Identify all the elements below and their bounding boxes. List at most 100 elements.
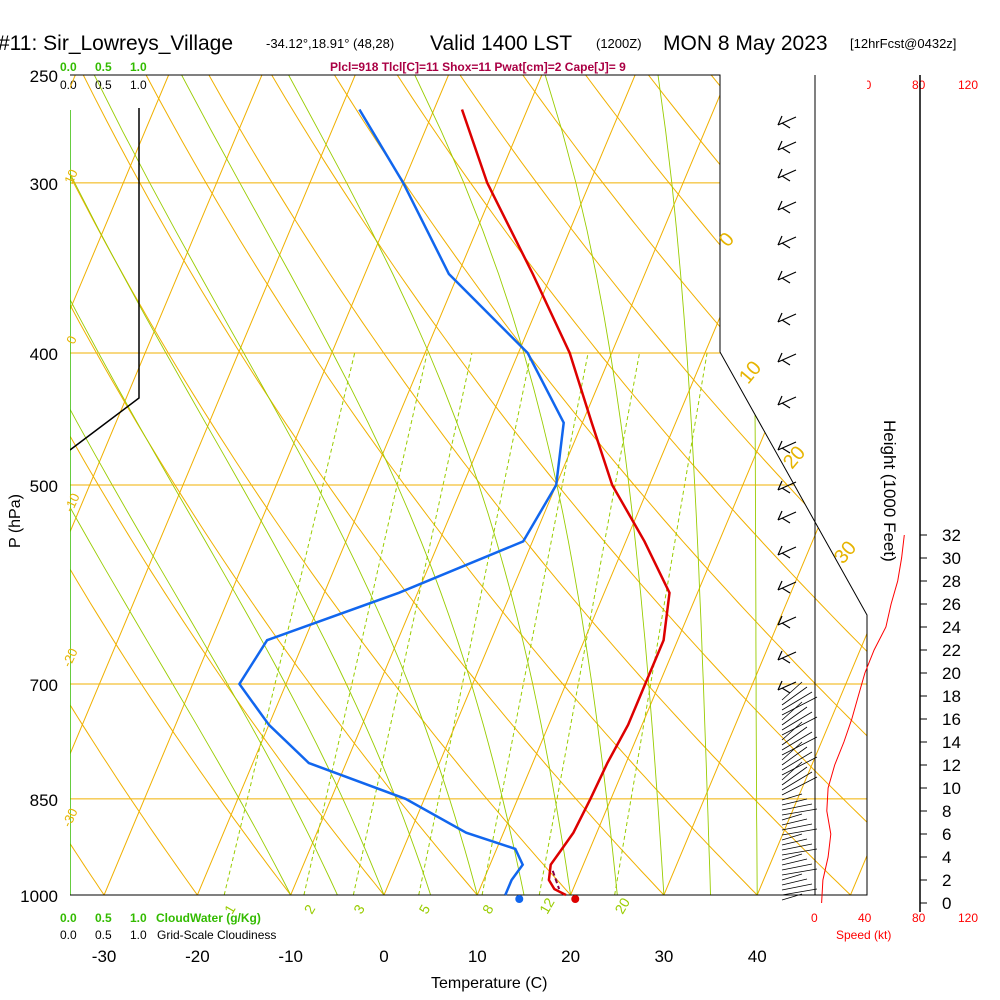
mixing-ratio-line xyxy=(418,352,532,895)
temperature-tick-label: 20 xyxy=(561,947,580,966)
height-tick-label: 20 xyxy=(942,664,961,683)
wind-barb-upper xyxy=(777,651,797,661)
wind-barb-lower xyxy=(781,726,808,746)
wind-barb-upper xyxy=(781,552,791,559)
height-tick-label: 6 xyxy=(942,825,951,844)
wind-barb-upper xyxy=(781,687,791,694)
cl-label: Grid-Scale Cloudiness xyxy=(157,928,276,942)
wind-barb-upper xyxy=(777,352,783,363)
temperature-tick-label: 30 xyxy=(654,947,673,966)
wind-barb-upper xyxy=(781,242,791,249)
mixing-ratio-label: 20 xyxy=(611,895,633,917)
wind-barb-upper xyxy=(781,587,791,594)
wind-speed-profile xyxy=(821,534,905,904)
station-title: #11: Sir_Lowreys_Village xyxy=(0,32,233,55)
cw-top-0: 0.0 xyxy=(60,60,77,74)
mixing-ratio-line xyxy=(303,352,428,895)
wind-barb-upper xyxy=(781,657,791,664)
wind-barb-lower xyxy=(781,776,818,796)
wind-barb-upper xyxy=(781,175,791,182)
cw-bot-0: 0.0 xyxy=(60,911,77,925)
wind-barb-lower xyxy=(781,848,818,856)
wind-barb-lower xyxy=(781,868,818,876)
wind-barb-upper xyxy=(781,147,791,154)
wind-barb-upper xyxy=(777,168,783,179)
dry-adiabat xyxy=(82,75,665,895)
dry-adiabat xyxy=(271,75,867,823)
wind-barb-lower xyxy=(781,843,813,851)
isotherm xyxy=(70,75,170,312)
wind-barb-upper xyxy=(777,650,783,661)
cw-bot-1: 0.5 xyxy=(95,911,112,925)
wind-barb-upper xyxy=(777,312,783,323)
wind-barb-upper xyxy=(777,616,797,626)
wind-barb-upper xyxy=(781,319,791,326)
wind-barb-lower xyxy=(781,771,813,791)
dry-adiabat xyxy=(334,75,867,737)
y-axis-label: P (hPa) xyxy=(7,494,24,548)
speed-label: Speed (kt) xyxy=(836,928,891,942)
wind-barb-upper xyxy=(777,141,797,151)
dry-adiabat xyxy=(70,303,478,895)
height-tick-label: 2 xyxy=(942,871,951,890)
pressure-tick-label: 300 xyxy=(30,175,58,194)
background-lines xyxy=(0,75,867,895)
moist-adiabat xyxy=(288,75,572,895)
cw-label: CloudWater (g/Kg) xyxy=(156,911,261,925)
wind-barb-upper xyxy=(777,481,797,491)
wind-barb-upper xyxy=(777,271,797,281)
wind-barb-upper xyxy=(777,116,797,126)
wind-barb-upper xyxy=(777,681,797,691)
temperature-tick-label: -20 xyxy=(185,947,210,966)
wind-barb-lower xyxy=(781,701,803,721)
wind-barb-lower xyxy=(781,883,813,891)
dry-adiabat xyxy=(0,75,11,895)
wind-barb-upper xyxy=(781,207,791,214)
wind-barb-upper xyxy=(777,396,797,406)
moist-adiabat xyxy=(70,506,292,895)
wind-barb-upper xyxy=(781,517,791,524)
height-tick-label: 16 xyxy=(942,710,961,729)
wind-barb-lower xyxy=(781,823,813,831)
wind-barb-lower xyxy=(781,681,803,701)
wind-barb-upper xyxy=(777,510,783,521)
pressure-tick-label: 250 xyxy=(30,67,58,86)
wind-barb-upper xyxy=(777,169,797,179)
dry-adiabat xyxy=(70,568,292,895)
moist-adiabat xyxy=(657,75,711,895)
wind-barb-upper xyxy=(777,235,783,246)
wind-barb-upper xyxy=(777,395,783,406)
cl-top-2: 1.0 xyxy=(130,78,147,92)
moist-adiabat xyxy=(70,408,338,895)
wind-barb-lower xyxy=(781,878,808,886)
wind-barb-lower xyxy=(781,696,818,716)
cl-bot-2: 1.0 xyxy=(130,928,147,942)
forecast-info: [12hrFcst@0432z] xyxy=(850,36,956,51)
cw-bot-2: 1.0 xyxy=(130,911,147,925)
sounding-profiles xyxy=(237,108,671,903)
moist-adiabat xyxy=(93,75,478,895)
speed-bot-2: 80 xyxy=(912,911,926,925)
wind-barb-upper xyxy=(781,622,791,629)
wind-barb-upper xyxy=(777,680,783,691)
forecast-date: MON 8 May 2023 xyxy=(663,32,828,55)
x-axis-label: Temperature (C) xyxy=(431,975,547,992)
mixing-ratio-label: 2 xyxy=(301,902,319,917)
height-tick-label: 26 xyxy=(942,595,961,614)
isotherm-label: -20 xyxy=(59,646,81,669)
wind-barb-lower xyxy=(781,873,803,881)
mixing-ratio-label: 5 xyxy=(415,902,433,917)
parcel-trace xyxy=(551,870,561,890)
wind-barb-lower xyxy=(781,863,813,871)
wind-barb-lower xyxy=(781,741,803,761)
wind-barb-upper xyxy=(777,236,797,246)
moist-adiabat xyxy=(181,75,525,895)
wind-barb-upper xyxy=(777,545,783,556)
temperature-tick-label: 40 xyxy=(748,947,767,966)
mixing-ratio-line xyxy=(614,352,708,895)
wind-barb-lower xyxy=(781,803,813,811)
wind-barb-lower xyxy=(781,761,803,781)
wind-barb-lower xyxy=(781,793,803,801)
